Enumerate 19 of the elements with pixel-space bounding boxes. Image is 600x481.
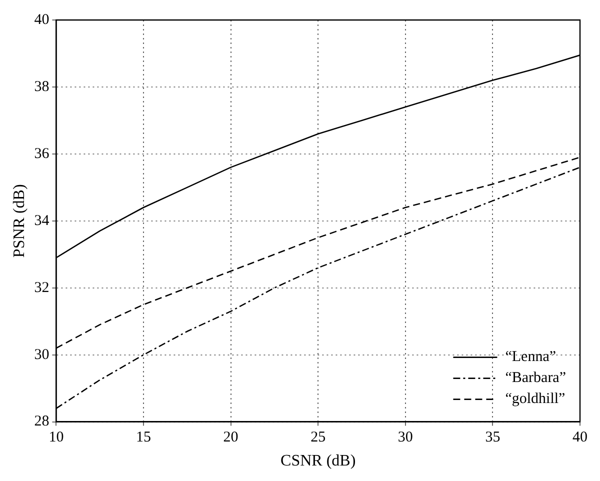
y-tick-label: 34 bbox=[34, 212, 50, 229]
x-tick-label: 40 bbox=[572, 430, 588, 446]
y-tick-label: 28 bbox=[34, 414, 50, 430]
x-tick-label: 25 bbox=[310, 430, 326, 446]
x-tick-label: 10 bbox=[48, 430, 64, 446]
x-axis-title: CSNR (dB) bbox=[280, 452, 356, 470]
x-tick-label: 30 bbox=[398, 430, 413, 446]
legend-label: “Barbara” bbox=[505, 370, 566, 386]
y-tick-label: 32 bbox=[34, 280, 50, 296]
y-axis-title: PSNR (dB) bbox=[10, 184, 28, 258]
y-tick-label: 38 bbox=[34, 78, 50, 95]
x-tick-label: 15 bbox=[136, 430, 151, 446]
y-tick-label: 40 bbox=[34, 12, 50, 28]
x-tick-label: 20 bbox=[223, 430, 238, 446]
legend-label: “Lenna” bbox=[505, 349, 556, 366]
x-tick-label: 35 bbox=[485, 430, 500, 446]
y-tick-label: 36 bbox=[34, 146, 50, 162]
y-tick-label: 30 bbox=[34, 346, 50, 363]
legend-label: “goldhill” bbox=[505, 391, 566, 408]
